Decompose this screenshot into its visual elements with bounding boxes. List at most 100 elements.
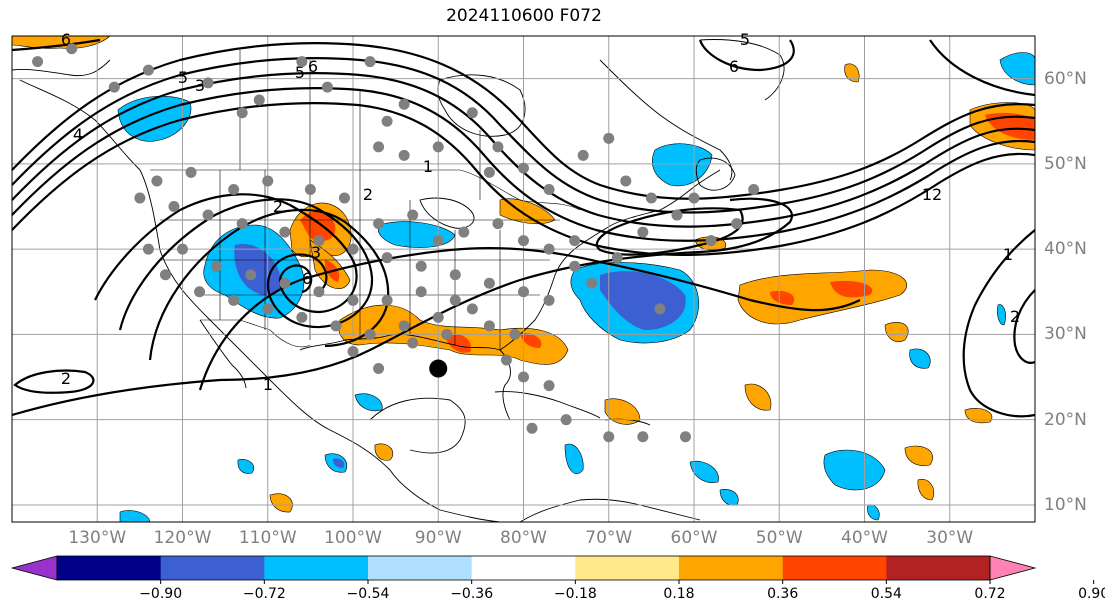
latitude-label: 60°N <box>1044 68 1087 89</box>
contour-line <box>198 246 861 391</box>
contour-label: 1 <box>1003 245 1013 264</box>
contour-label: 2 <box>273 197 283 216</box>
station-dot <box>432 141 444 153</box>
station-dot <box>381 294 393 306</box>
station-dot <box>560 414 572 426</box>
station-dot <box>518 371 529 383</box>
station-dot <box>330 320 342 332</box>
station-dot <box>159 269 171 281</box>
station-dot <box>543 183 555 195</box>
longitude-label: 130°W <box>68 528 127 548</box>
south-america-north <box>519 498 701 523</box>
anomaly-negative <box>333 458 345 468</box>
station-dot <box>347 345 359 357</box>
station-dot <box>415 260 427 272</box>
latitude-label: 40°N <box>1044 239 1087 260</box>
station-dot <box>134 192 146 204</box>
station-dot <box>603 132 615 144</box>
contour-label: 5 <box>295 63 305 82</box>
contour-label: 6 <box>729 57 739 76</box>
station-dot <box>654 303 666 315</box>
map-frame <box>11 35 1036 523</box>
latitude-label: 30°N <box>1044 324 1087 345</box>
colorbar-segment <box>471 556 576 580</box>
station-dot <box>304 183 316 195</box>
station-dot <box>483 320 495 332</box>
longitude-label: 70°W <box>585 528 633 548</box>
colorbar-tick-label: −0.54 <box>346 586 390 602</box>
north-america-pacific-coast <box>19 79 501 523</box>
station-dot <box>449 269 461 281</box>
colorbar-segment <box>368 556 473 580</box>
contour-line <box>118 198 374 331</box>
station-dot <box>569 260 581 272</box>
contour-line <box>698 39 795 72</box>
station-dot <box>373 141 385 153</box>
anomaly-positive <box>917 478 935 501</box>
great-lakes <box>419 197 475 229</box>
station-dot <box>262 175 274 187</box>
anomaly-positive <box>445 333 471 353</box>
colorbar-tick-label: −0.36 <box>450 586 494 602</box>
anomaly-negative <box>909 348 931 369</box>
station-dot <box>245 269 257 281</box>
station-dot <box>441 328 453 340</box>
station-dot <box>381 252 393 264</box>
contours <box>11 38 1036 418</box>
station-dot <box>500 354 512 366</box>
station-dot <box>398 98 410 110</box>
longitude-label: 60°W <box>670 528 718 548</box>
contour-label: 5 <box>178 68 188 87</box>
labrador-coast <box>599 59 733 181</box>
yucatan-coast <box>369 397 466 454</box>
anomaly-negative <box>997 304 1006 326</box>
contour-label: 6 <box>308 57 318 76</box>
station-dot <box>313 286 325 298</box>
contour-line <box>1013 289 1036 364</box>
map-title: 2024110600 F072 <box>446 6 602 26</box>
colorbar-extend-low <box>10 555 58 581</box>
colorbar-tick-label: 0.72 <box>974 586 1006 602</box>
station-dot <box>279 226 291 238</box>
contour-line <box>11 42 1036 200</box>
station-dot <box>202 77 214 89</box>
storm-center-marker <box>429 359 448 378</box>
station-dot <box>492 141 504 153</box>
contour-line <box>11 87 1036 242</box>
cuba <box>494 391 601 419</box>
anomaly-positive <box>744 383 772 411</box>
station-dot <box>262 303 274 315</box>
contour-label: 2 <box>61 369 71 388</box>
station-dot <box>373 218 385 230</box>
anomaly-positive <box>374 443 394 461</box>
longitude-label: 100°W <box>324 528 382 548</box>
contour-label: 2 <box>1010 307 1020 326</box>
colorbar-segment <box>57 556 162 580</box>
contour-label: 2 <box>363 185 373 204</box>
anomaly-positive <box>520 332 542 348</box>
station-dot <box>66 43 78 55</box>
station-dot <box>177 243 188 255</box>
station-dot <box>492 218 504 230</box>
east-coast <box>499 169 721 351</box>
station-dot <box>543 380 555 392</box>
station-dot <box>415 286 427 298</box>
station-dot <box>518 235 529 247</box>
station-dot <box>449 294 461 306</box>
anomaly-positive <box>985 112 1035 140</box>
colorbar-tick-label: 0.54 <box>870 586 902 602</box>
baja <box>199 319 247 389</box>
latitude-label: 10°N <box>1044 494 1087 515</box>
station-dot <box>151 175 163 187</box>
latitude-label: 20°N <box>1044 409 1087 430</box>
longitude-label: 80°W <box>500 528 547 548</box>
anomaly-positive <box>11 35 111 49</box>
contour-line <box>148 208 390 361</box>
anomaly-positive <box>830 280 873 298</box>
colorbar-tick-label: −0.90 <box>139 586 183 602</box>
station-dot <box>398 320 410 332</box>
anomaly-positive <box>300 210 336 242</box>
station-dot <box>236 218 248 230</box>
station-dot <box>483 277 495 289</box>
station-dot <box>142 64 154 76</box>
